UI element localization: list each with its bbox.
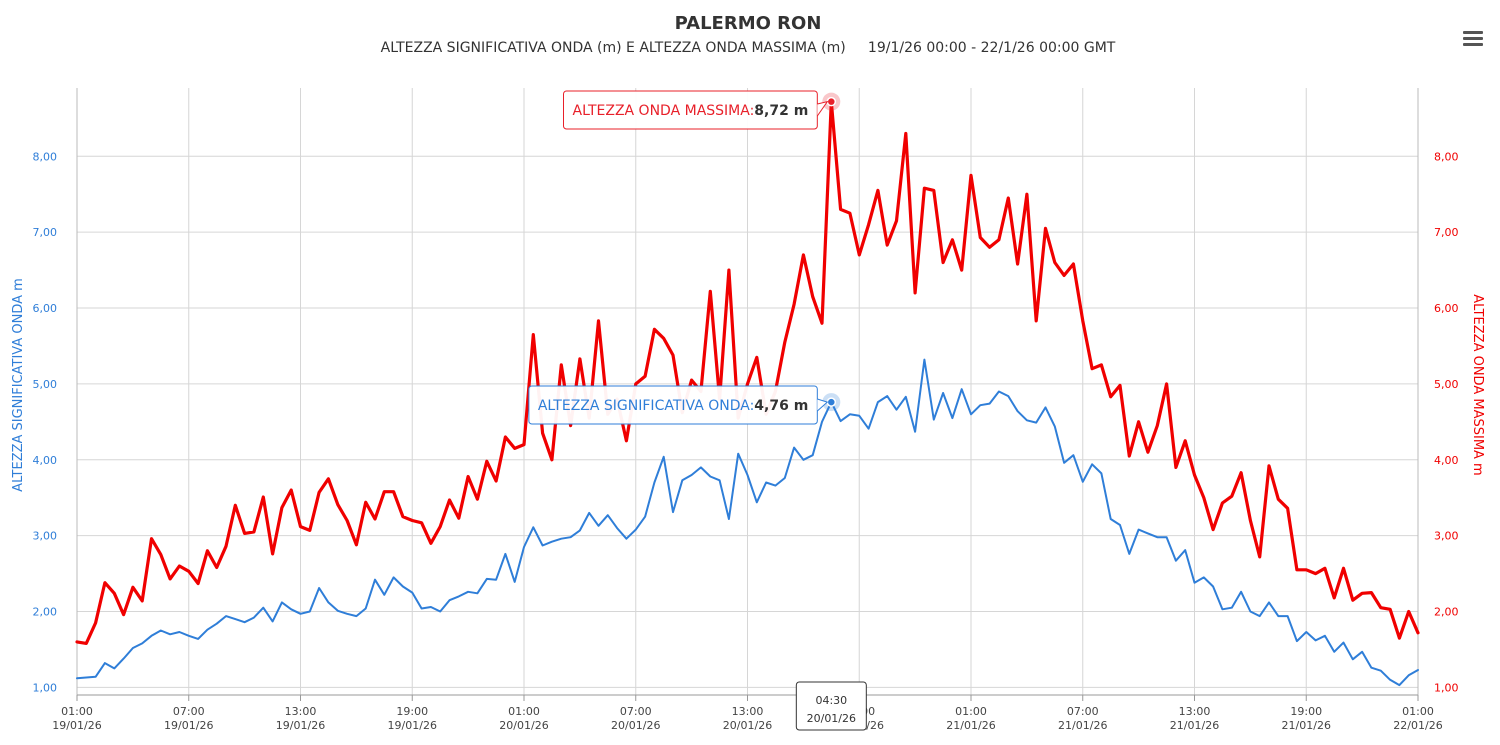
tooltip-significant-wave-marker xyxy=(826,397,837,407)
x-tick-date: 19/01/26 xyxy=(52,719,101,732)
tooltip-significant-wave-label: ALTEZZA SIGNIFICATIVA ONDA: xyxy=(538,398,754,414)
tooltip-significant-wave-box: ALTEZZA SIGNIFICATIVA ONDA: 4,76 m xyxy=(528,385,829,425)
x-tick-date: 20/01/26 xyxy=(611,719,660,732)
y-right-tick-label: 8,00 xyxy=(1434,150,1459,163)
x-tick-time: 19:00 xyxy=(1290,705,1322,718)
x-tick-date: 21/01/26 xyxy=(1058,719,1107,732)
y-left-tick-label: 4,00 xyxy=(33,454,58,467)
y-right-tick-label: 7,00 xyxy=(1434,226,1459,239)
x-tick-time: 01:00 xyxy=(1402,705,1434,718)
crosshair-x-label: 04:30 20/01/26 xyxy=(795,681,867,731)
series-line-max-wave xyxy=(75,100,1420,646)
y-right-tick-label: 1,00 xyxy=(1434,681,1459,694)
y-right-tick-label: 6,00 xyxy=(1434,302,1459,315)
y-axis-left-title: ALTEZZA SIGNIFICATIVA ONDA m xyxy=(11,278,26,492)
tooltip-max-wave-label: ALTEZZA ONDA MASSIMA: xyxy=(573,103,755,119)
y-left-tick-label: 7,00 xyxy=(33,226,58,239)
x-tick-time: 07:00 xyxy=(620,705,652,718)
x-tick-time: 07:00 xyxy=(173,705,205,718)
x-tick-time: 13:00 xyxy=(732,705,764,718)
x-tick-time: 01:00 xyxy=(61,705,93,718)
tooltip-max-wave-value: 8,72 m xyxy=(754,103,808,119)
tooltip-significant-wave-value: 4,76 m xyxy=(754,398,808,414)
x-tick-time: 07:00 xyxy=(1067,705,1099,718)
crosshair-x-time: 04:30 xyxy=(815,694,847,707)
x-tick-date: 22/01/26 xyxy=(1393,719,1442,732)
y-left-tick-label: 5,00 xyxy=(33,378,58,391)
chart-subtitle: ALTEZZA SIGNIFICATIVA ONDA (m) E ALTEZZA… xyxy=(381,40,1116,56)
crosshair-x-date: 20/01/26 xyxy=(807,712,856,725)
x-tick-date: 21/01/26 xyxy=(1282,719,1331,732)
y-left-tick-label: 1,00 xyxy=(33,681,58,694)
x-tick-date: 21/01/26 xyxy=(946,719,995,732)
y-right-tick-label: 3,00 xyxy=(1434,530,1459,543)
x-tick-date: 21/01/26 xyxy=(1170,719,1219,732)
chart-title: PALERMO RON xyxy=(675,13,822,34)
x-tick-time: 13:00 xyxy=(1179,705,1211,718)
x-tick-time: 13:00 xyxy=(285,705,317,718)
y-left-tick-label: 8,00 xyxy=(33,150,58,163)
x-tick-time: 19:00 xyxy=(396,705,428,718)
x-tick-date: 20/01/26 xyxy=(499,719,548,732)
y-right-tick-label: 2,00 xyxy=(1434,606,1459,619)
crosshair-x-label-frame xyxy=(795,681,867,731)
x-tick-time: 01:00 xyxy=(955,705,987,718)
series-line-significant-wave xyxy=(76,358,1419,687)
y-left-tick-label: 2,00 xyxy=(33,606,58,619)
x-tick-date: 19/01/26 xyxy=(164,719,213,732)
series-lines xyxy=(75,100,1420,687)
axes: 1,00 1,00 2,00 2,00 3,00 3,00 4,00 4,00 5,00 5,00… xyxy=(33,88,1459,732)
y-right-tick-label: 5,00 xyxy=(1434,378,1459,391)
tooltip-significant-wave-pointer xyxy=(816,398,829,412)
tooltips: ALTEZZA ONDA MASSIMA: 8,72 m ALTEZZA SIGN… xyxy=(528,90,867,731)
y-right-tick-label: 4,00 xyxy=(1434,454,1459,467)
y-left-tick-label: 6,00 xyxy=(33,302,58,315)
x-tick-date: 20/01/26 xyxy=(723,719,772,732)
tooltip-max-wave-box: ALTEZZA ONDA MASSIMA: 8,72 m xyxy=(563,90,829,130)
x-tick-date: 19/01/26 xyxy=(388,719,437,732)
x-tick-date: 19/01/26 xyxy=(276,719,325,732)
y-axis-right-title: ALTEZZA ONDA MASSIMA m xyxy=(1470,294,1485,475)
tooltip-max-wave-marker xyxy=(826,96,837,107)
x-tick-time: 01:00 xyxy=(508,705,540,718)
tooltip-max-wave-pointer xyxy=(816,100,829,117)
y-left-tick-label: 3,00 xyxy=(33,530,58,543)
hamburger-menu-icon[interactable] xyxy=(1458,28,1488,52)
